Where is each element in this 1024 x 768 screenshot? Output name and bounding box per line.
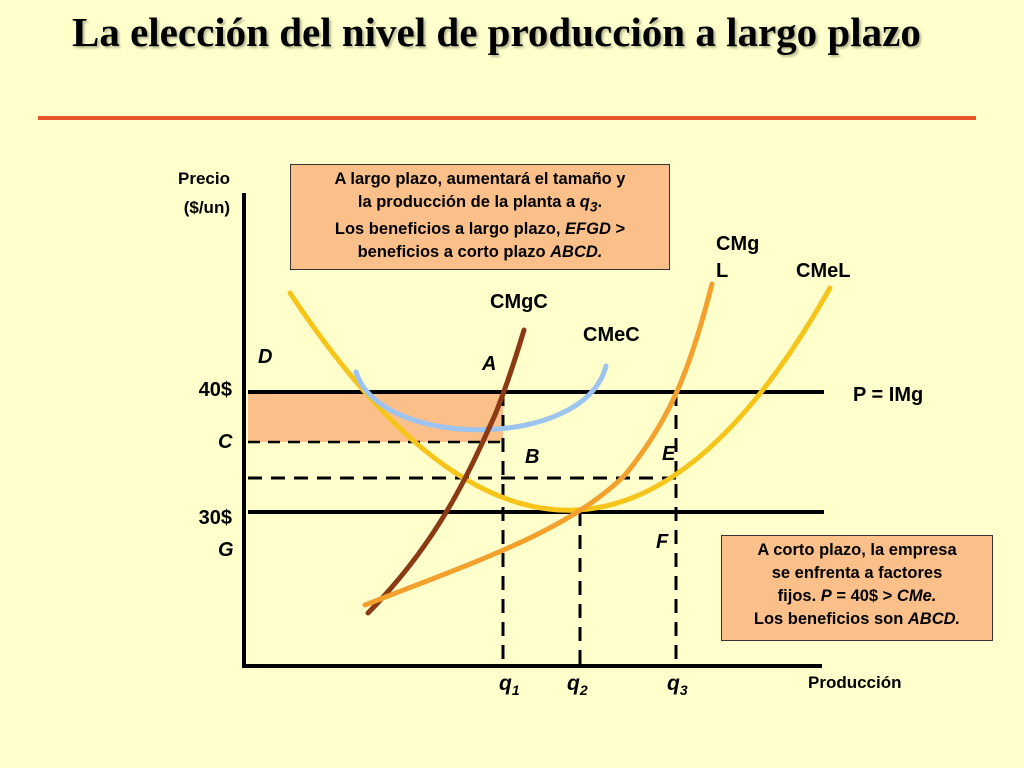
quantity-q1: q1 bbox=[499, 672, 520, 698]
callout-long-run-line2: la producción de la planta a q3. bbox=[357, 193, 603, 215]
point-b: B bbox=[525, 446, 539, 468]
cmgl-curve bbox=[362, 281, 715, 608]
point-g: G bbox=[218, 539, 234, 561]
callout-short-run-line3: fijos. P = 40$ > CMe. bbox=[777, 587, 937, 605]
callout-short-run-line4: Los beneficios son ABCD. bbox=[753, 610, 961, 628]
point-f: F bbox=[656, 531, 669, 553]
x-axis-label: Producción bbox=[808, 673, 902, 692]
quantity-q3: q3 bbox=[667, 672, 688, 698]
callout-short-run-line2: se enfrenta a factores bbox=[771, 564, 943, 582]
callout-short-run-line1: A corto plazo, la empresa bbox=[757, 541, 957, 559]
y-axis-label-line1: Precio bbox=[178, 169, 230, 188]
y-tick-40: 40$ bbox=[199, 379, 232, 401]
slide-title: La elección del nivel de producción a la… bbox=[72, 9, 921, 55]
callout-long-run-line1: A largo plazo, aumentará el tamaño y bbox=[334, 170, 626, 188]
cmec-label: CMeC bbox=[583, 324, 640, 346]
point-d: D bbox=[258, 346, 272, 368]
point-e: E bbox=[662, 443, 676, 465]
point-a: A bbox=[481, 353, 496, 375]
cmgc-curve bbox=[365, 327, 527, 616]
price-line-label: P = IMg bbox=[853, 384, 923, 406]
quantity-q2: q2 bbox=[567, 672, 588, 698]
cmgl-label-line1: CMg bbox=[716, 233, 759, 255]
y-tick-30: 30$ bbox=[199, 507, 232, 529]
callout-short-run: A corto plazo, la empresa se enfrenta a … bbox=[721, 535, 993, 641]
point-c: C bbox=[218, 431, 233, 453]
title-underline bbox=[38, 116, 976, 120]
cmgl-label-line2: L bbox=[716, 260, 728, 282]
cmel-label: CMeL bbox=[796, 260, 850, 282]
cmgc-label: CMgC bbox=[490, 291, 548, 313]
callout-long-run: A largo plazo, aumentará el tamaño y la … bbox=[290, 164, 670, 270]
y-axis-label-line2: ($/un) bbox=[184, 198, 230, 217]
callout-long-run-line4: beneficios a corto plazo ABCD. bbox=[357, 243, 603, 262]
callout-long-run-line3: Los beneficios a largo plazo, EFGD > bbox=[334, 220, 626, 239]
cmec-curve bbox=[353, 363, 609, 433]
